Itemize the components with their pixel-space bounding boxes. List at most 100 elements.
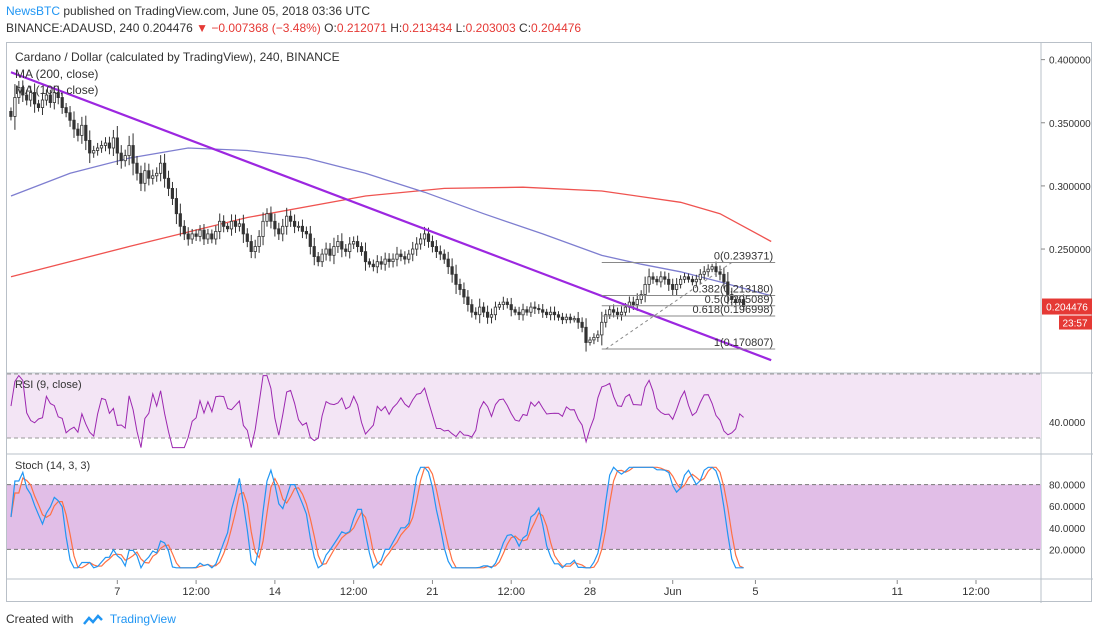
candle: [363, 242, 368, 271]
candle-body: [556, 314, 561, 318]
candle: [166, 170, 171, 197]
stoch-legend: Stoch (14, 3, 3): [15, 460, 90, 472]
candle: [76, 123, 80, 142]
candle: [328, 243, 332, 262]
ma200-line: [10, 186, 772, 278]
candle: [162, 153, 167, 188]
candle-body: [273, 220, 277, 230]
candle: [139, 165, 143, 192]
candle: [497, 301, 502, 310]
candle-body: [76, 128, 80, 136]
ohlc-high-label: H:: [390, 21, 403, 35]
candle-body: [623, 306, 628, 313]
x-tick-label: 21: [426, 586, 438, 598]
candle: [525, 306, 529, 316]
candle: [312, 237, 316, 266]
symbol-line: BINANCE:ADAUSD, 240 0.204476 ▼ −0.007368…: [6, 21, 581, 35]
candle: [332, 237, 336, 265]
x-tick-label: 12:00: [497, 586, 525, 598]
candle-body: [229, 220, 234, 230]
candle: [391, 253, 395, 268]
candle-body: [253, 246, 257, 252]
candle: [395, 246, 399, 267]
candle-body: [261, 220, 265, 237]
candle: [576, 311, 580, 329]
candle: [489, 308, 494, 324]
candle-body: [470, 304, 474, 313]
candle-body: [249, 241, 253, 253]
candle: [218, 213, 222, 240]
candle: [442, 249, 446, 264]
rsi-legend: RSI (9, close): [15, 379, 82, 391]
candle: [36, 99, 41, 112]
chart-frame[interactable]: 0.400000 0.350000 0.300000 0.250000 0(0.2393…: [6, 42, 1093, 603]
candle: [604, 309, 608, 328]
candle: [127, 135, 131, 166]
candle: [174, 188, 178, 225]
candle-body: [48, 94, 52, 103]
candle: [505, 298, 509, 309]
candle: [596, 330, 600, 342]
candle-body: [170, 187, 174, 199]
candle-body: [533, 306, 537, 309]
candle-body: [635, 299, 639, 305]
candle-body: [111, 137, 115, 149]
candle: [493, 301, 498, 321]
candle: [478, 298, 482, 324]
candle-body: [596, 334, 600, 338]
candle-body: [478, 306, 482, 316]
candle-body: [706, 268, 710, 273]
x-tick-label: 5: [752, 586, 758, 598]
candle-body: [292, 220, 297, 227]
tradingview-link[interactable]: TradingView: [109, 612, 176, 626]
publisher-name[interactable]: NewsBTC: [6, 4, 61, 18]
candle: [560, 312, 565, 325]
candle-body: [143, 170, 147, 184]
candle-body: [560, 316, 565, 321]
candle-body: [481, 306, 486, 313]
candle-body: [675, 283, 679, 290]
ohlc-close-label: C:: [519, 21, 532, 35]
rsi-tick-label: 40.0000: [1049, 418, 1086, 429]
candle: [269, 206, 273, 229]
candle: [92, 145, 96, 158]
candle-body: [214, 230, 218, 240]
candle-body: [222, 220, 226, 227]
candle: [418, 233, 423, 250]
candle-body: [359, 246, 364, 252]
candle: [202, 224, 206, 246]
x-tick-label: 7: [114, 586, 120, 598]
candle-body: [139, 172, 143, 184]
candle-body: [206, 233, 210, 240]
candle-body: [265, 213, 269, 222]
candle: [552, 306, 557, 321]
y-tick-label: 0.350000: [1049, 119, 1091, 130]
candle: [60, 91, 64, 114]
candle-body: [537, 307, 541, 311]
last-price-tag: [1042, 298, 1092, 315]
candle-body: [608, 309, 612, 316]
candle: [387, 253, 391, 268]
symbol: BINANCE:ADAUSD, 240: [6, 21, 140, 35]
candle-body: [383, 258, 387, 265]
candle: [371, 259, 375, 272]
candle: [178, 203, 182, 237]
candle-body: [103, 142, 108, 146]
candle: [261, 212, 265, 246]
candle: [182, 220, 186, 241]
candle: [647, 268, 651, 293]
rsi-line: [10, 374, 744, 449]
candle-body: [36, 103, 41, 108]
candle-body: [588, 339, 592, 343]
price-chart[interactable]: 0.400000 0.350000 0.300000 0.250000 0(0.2393…: [7, 43, 1093, 603]
ohlc-open-label: O:: [324, 21, 337, 35]
candle: [643, 276, 647, 303]
candle-body: [509, 304, 513, 311]
candle-body: [462, 288, 466, 298]
y-tick-label: 0.300000: [1049, 182, 1091, 193]
candle: [265, 208, 269, 227]
candle-body: [107, 142, 111, 149]
tradingview-logo-icon: [82, 613, 103, 625]
candle: [308, 225, 312, 255]
x-tick-label: 12:00: [182, 586, 210, 598]
